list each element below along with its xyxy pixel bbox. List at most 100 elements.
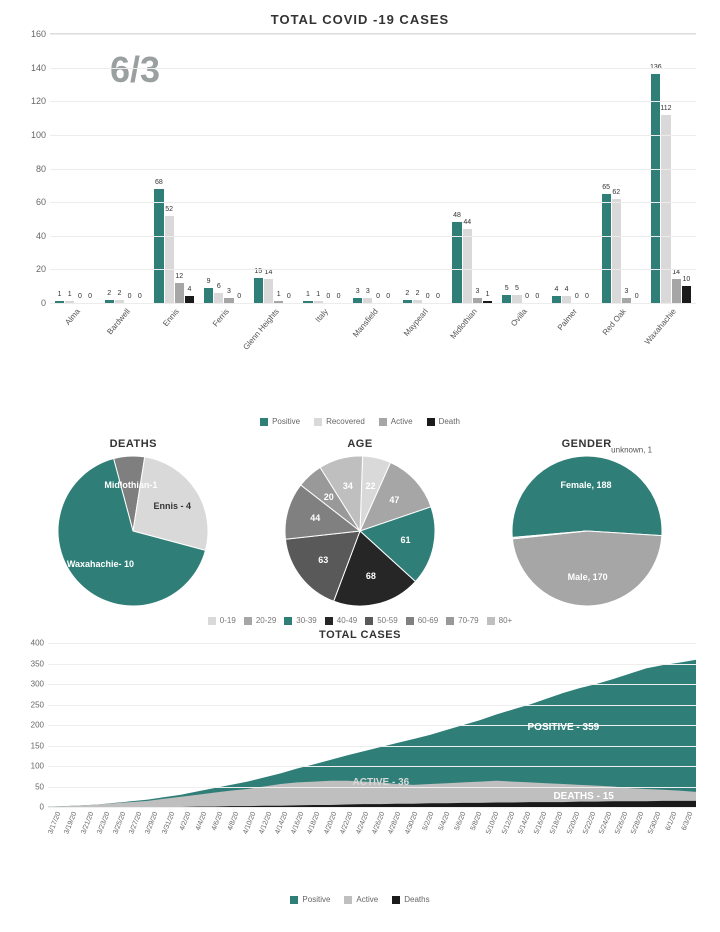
pie-slice-label: Ennis - 4 xyxy=(154,501,192,511)
swatch-icon xyxy=(244,617,252,625)
pie-slice-label: Male, 170 xyxy=(568,572,608,582)
area-xlabel-text: 6/1/20 xyxy=(665,811,679,832)
legend-label: 0-19 xyxy=(220,616,236,625)
legend-label: Recovered xyxy=(326,417,365,426)
age-pie-col: AGE 2247616863442034 xyxy=(285,438,435,606)
legend-item: 80+ xyxy=(487,616,513,625)
pie-row: DEATHS Midlothian-1Ennis - 4Waxahachie- … xyxy=(20,438,700,606)
swatch-icon xyxy=(344,896,352,904)
bar: 65 xyxy=(602,194,611,303)
bar-value-label: 0 xyxy=(237,293,241,300)
legend-item: 0-19 xyxy=(208,616,236,625)
bar-xlabel: Italy xyxy=(314,307,330,324)
bar: 112 xyxy=(661,115,670,303)
pie-slice xyxy=(512,531,661,606)
bar-value-label: 14 xyxy=(672,269,680,276)
area-ylabel: 0 xyxy=(22,803,44,812)
legend-item: Recovered xyxy=(314,417,365,426)
bar-xlabel: Mansfield xyxy=(351,307,380,339)
area-xlabel-text: 4/6/20 xyxy=(211,811,225,832)
bar-xlabel: Maypearl xyxy=(402,307,430,338)
area-gridline xyxy=(48,807,696,808)
bar-gridline xyxy=(50,34,696,35)
swatch-icon xyxy=(325,617,333,625)
legend-item: 40-49 xyxy=(325,616,357,625)
bar-value-label: 1 xyxy=(58,291,62,298)
bar-value-label: 0 xyxy=(138,293,142,300)
bar: 52 xyxy=(165,216,174,303)
area-plot-area: 3/17/203/19/203/21/203/23/203/25/203/27/… xyxy=(48,643,696,807)
deaths-pie: Midlothian-1Ennis - 4Waxahachie- 10 xyxy=(58,456,208,606)
legend-item: 30-39 xyxy=(284,616,316,625)
bar-ylabel: 160 xyxy=(22,29,46,39)
bar-value-label: 0 xyxy=(575,293,579,300)
bar-value-label: 4 xyxy=(188,286,192,293)
area-xlabel-text: 5/12/20 xyxy=(501,811,516,835)
legend-item: 70-79 xyxy=(446,616,478,625)
bar-chart: 6/3 1100Alma2200Bardwell6852124Ennis9630… xyxy=(20,33,700,363)
age-pie-title: AGE xyxy=(347,438,372,450)
swatch-icon xyxy=(446,617,454,625)
bar-ylabel: 0 xyxy=(22,298,46,308)
bar-value-label: 3 xyxy=(227,288,231,295)
bar-value-label: 9 xyxy=(207,278,211,285)
pie-slice-label: Female, 188 xyxy=(561,480,612,490)
bar-value-label: 0 xyxy=(525,293,529,300)
bar-gridline xyxy=(50,303,696,304)
area-annotation: POSITIVE - 359 xyxy=(528,722,600,733)
bar-value-label: 1 xyxy=(277,291,281,298)
legend-label: Deaths xyxy=(404,895,429,904)
bar-ylabel: 40 xyxy=(22,231,46,241)
bar-value-label: 0 xyxy=(88,293,92,300)
bar-gridline xyxy=(50,135,696,136)
bar-value-label: 0 xyxy=(436,293,440,300)
swatch-icon xyxy=(392,896,400,904)
bar-plot-area: 1100Alma2200Bardwell6852124Ennis9630Ferr… xyxy=(50,33,696,303)
legend-item: Death xyxy=(427,417,460,426)
gender-pie: Female, 188Male, 170unknown, 1 xyxy=(512,456,662,606)
bar-xlabel: Ovilla xyxy=(509,307,529,328)
bar-value-label: 4 xyxy=(554,286,558,293)
area-gridline xyxy=(48,684,696,685)
bar-value-label: 0 xyxy=(287,293,291,300)
area-xlabel-text: 4/14/20 xyxy=(274,811,289,835)
swatch-icon xyxy=(365,617,373,625)
bar: 10 xyxy=(682,286,691,303)
bar-value-label: 10 xyxy=(682,276,690,283)
bar-value-label: 62 xyxy=(612,189,620,196)
area-legend: Positive Active Deaths xyxy=(20,895,700,904)
pie-outer-label: unknown, 1 xyxy=(611,446,652,455)
bar-value-label: 5 xyxy=(505,285,509,292)
swatch-icon xyxy=(208,617,216,625)
bar-xlabel: Midlothian xyxy=(449,307,479,341)
pie-slice-label: 63 xyxy=(318,555,328,565)
total-cases-area-section: TOTAL CASES 3/17/203/19/203/21/203/23/20… xyxy=(20,629,700,904)
bar: 68 xyxy=(154,189,163,303)
bar-value-label: 1 xyxy=(486,291,490,298)
pie-slice-label: 22 xyxy=(365,481,375,491)
legend-label: Active xyxy=(391,417,413,426)
bar-gridline xyxy=(50,269,696,270)
bar-ylabel: 20 xyxy=(22,264,46,274)
bar-value-label: 0 xyxy=(128,293,132,300)
legend-label: 50-59 xyxy=(377,616,397,625)
legend-item: Active xyxy=(379,417,413,426)
bar-xlabel: Glenn Heights xyxy=(241,307,280,352)
bar-legend: PositiveRecoveredActiveDeath xyxy=(20,417,700,426)
area-gridline xyxy=(48,643,696,644)
legend-label: Active xyxy=(356,895,378,904)
bar-value-label: 65 xyxy=(602,184,610,191)
legend-item: Active xyxy=(344,895,378,904)
legend-label: Positive xyxy=(302,895,330,904)
area-xlabel-text: 4/10/20 xyxy=(242,811,257,835)
area-ylabel: 350 xyxy=(22,659,44,668)
bar: 12 xyxy=(175,283,184,303)
pie-slice xyxy=(512,456,662,538)
area-gridline xyxy=(48,746,696,747)
area-xlabel-text: 3/19/20 xyxy=(64,811,79,835)
bar-ylabel: 60 xyxy=(22,197,46,207)
area-chart: 3/17/203/19/203/21/203/23/203/25/203/27/… xyxy=(20,643,700,853)
area-ylabel: 50 xyxy=(22,782,44,791)
legend-label: 70-79 xyxy=(458,616,478,625)
bar: 4 xyxy=(185,296,194,303)
